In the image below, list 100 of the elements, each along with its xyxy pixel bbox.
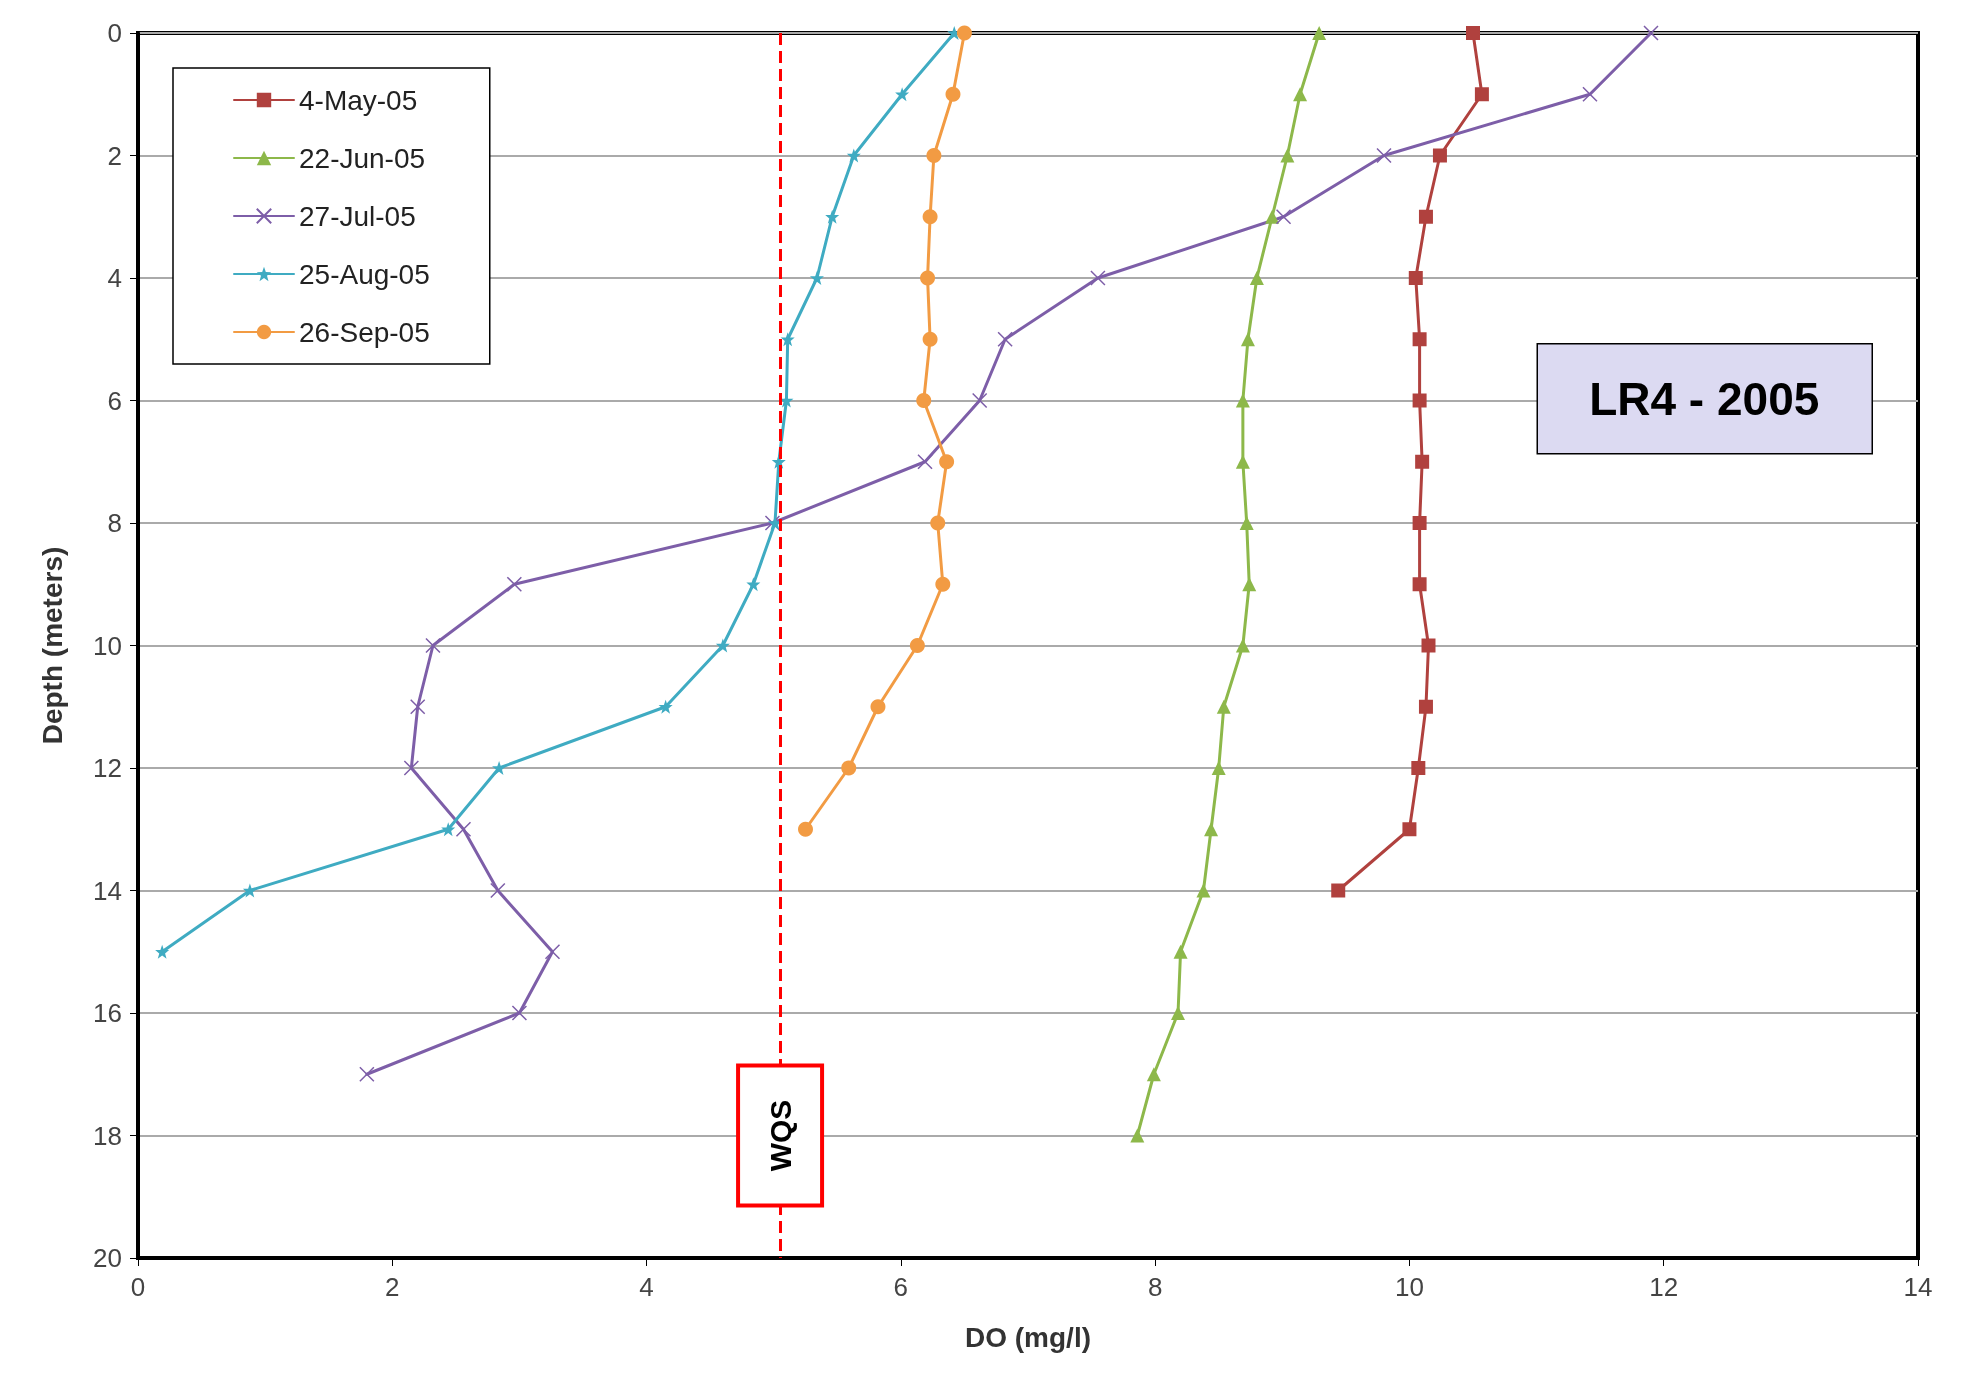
point (544, 944, 561, 960)
point (1376, 147, 1392, 164)
x-tick-label: 6 (893, 1272, 909, 1302)
point (492, 761, 507, 775)
point (841, 760, 857, 776)
point (1211, 761, 1226, 775)
point (1643, 25, 1659, 41)
point (1235, 638, 1250, 653)
y-tick-label: 4 (107, 263, 122, 293)
x-tick-label: 14 (1903, 1272, 1933, 1302)
point (917, 454, 933, 470)
point (945, 86, 961, 102)
point (809, 271, 824, 285)
point (1421, 638, 1436, 653)
point (1415, 454, 1430, 469)
point (441, 822, 456, 837)
x-tick-label: 12 (1649, 1272, 1679, 1302)
point (1402, 822, 1417, 837)
point (242, 883, 257, 898)
point (916, 393, 932, 408)
point (870, 699, 886, 715)
x-tick-label: 8 (1147, 1272, 1163, 1302)
point (1275, 209, 1292, 225)
x-axis-title: DO (mg/l) (965, 1321, 1091, 1353)
point (780, 332, 795, 347)
point (1418, 209, 1433, 224)
point (926, 148, 942, 163)
point (1466, 26, 1480, 40)
point (455, 821, 472, 837)
point (939, 454, 955, 470)
y-tick-label: 16 (93, 998, 122, 1028)
x-tick-label: 4 (639, 1272, 654, 1302)
point (895, 87, 910, 102)
point (956, 25, 972, 41)
y-tick-label: 18 (93, 1120, 122, 1151)
point (409, 699, 426, 715)
point (1312, 26, 1327, 40)
y-tick-label: 6 (107, 385, 122, 416)
point (715, 638, 730, 653)
point (1239, 516, 1254, 530)
point (506, 576, 523, 592)
y-axis-title: Depth (meters) (36, 546, 68, 745)
point (1242, 577, 1257, 592)
point (935, 576, 951, 592)
legend-label: 25-Aug-05 (299, 258, 430, 290)
point (1173, 944, 1188, 959)
point (490, 882, 506, 899)
y-tick-label: 8 (107, 508, 122, 538)
y-tick-label: 2 (107, 140, 122, 171)
point (1408, 271, 1423, 285)
point (846, 148, 861, 163)
x-tick-label: 2 (385, 1272, 400, 1302)
annotation: LR4 - 2005 (1589, 372, 1820, 425)
point (1196, 883, 1211, 898)
point (798, 821, 813, 837)
x-tick-label: 0 (130, 1272, 146, 1302)
point (922, 209, 938, 225)
y-tick-label: 20 (93, 1243, 122, 1273)
point (997, 331, 1013, 347)
point (920, 270, 936, 286)
point (1280, 148, 1295, 163)
point (1130, 1128, 1145, 1143)
point (658, 699, 673, 714)
point (1418, 699, 1433, 714)
point (930, 515, 946, 531)
point (155, 944, 170, 959)
point (1265, 209, 1280, 224)
point (922, 331, 938, 347)
point (1235, 393, 1250, 408)
y-tick-label: 10 (93, 630, 122, 661)
point (1582, 86, 1598, 102)
point (1146, 1067, 1161, 1082)
point (1411, 761, 1426, 775)
point (1240, 332, 1255, 347)
point (403, 760, 420, 776)
legend-label: 27-Jul-05 (299, 200, 416, 232)
point (1216, 699, 1231, 714)
point (746, 577, 761, 592)
x-tick-label: 10 (1394, 1272, 1424, 1302)
point (511, 1005, 528, 1021)
point (1412, 332, 1427, 347)
point (1331, 883, 1346, 898)
point (909, 638, 925, 653)
y-tick-label: 0 (107, 18, 122, 48)
point (1293, 87, 1308, 102)
point (425, 637, 441, 654)
point (1412, 516, 1427, 530)
point (1432, 148, 1447, 163)
y-tick-label: 12 (93, 753, 122, 783)
point (825, 209, 840, 224)
ref-line-label: WQS (763, 1099, 797, 1172)
legend-label: 22-Jun-05 (299, 142, 426, 174)
point (359, 1066, 375, 1082)
point (1412, 577, 1427, 592)
legend-label: 4-May-05 (299, 84, 418, 116)
y-tick-label: 14 (93, 875, 122, 906)
point (1090, 270, 1106, 286)
point (1204, 822, 1219, 837)
point (971, 392, 988, 409)
point (1249, 271, 1264, 285)
